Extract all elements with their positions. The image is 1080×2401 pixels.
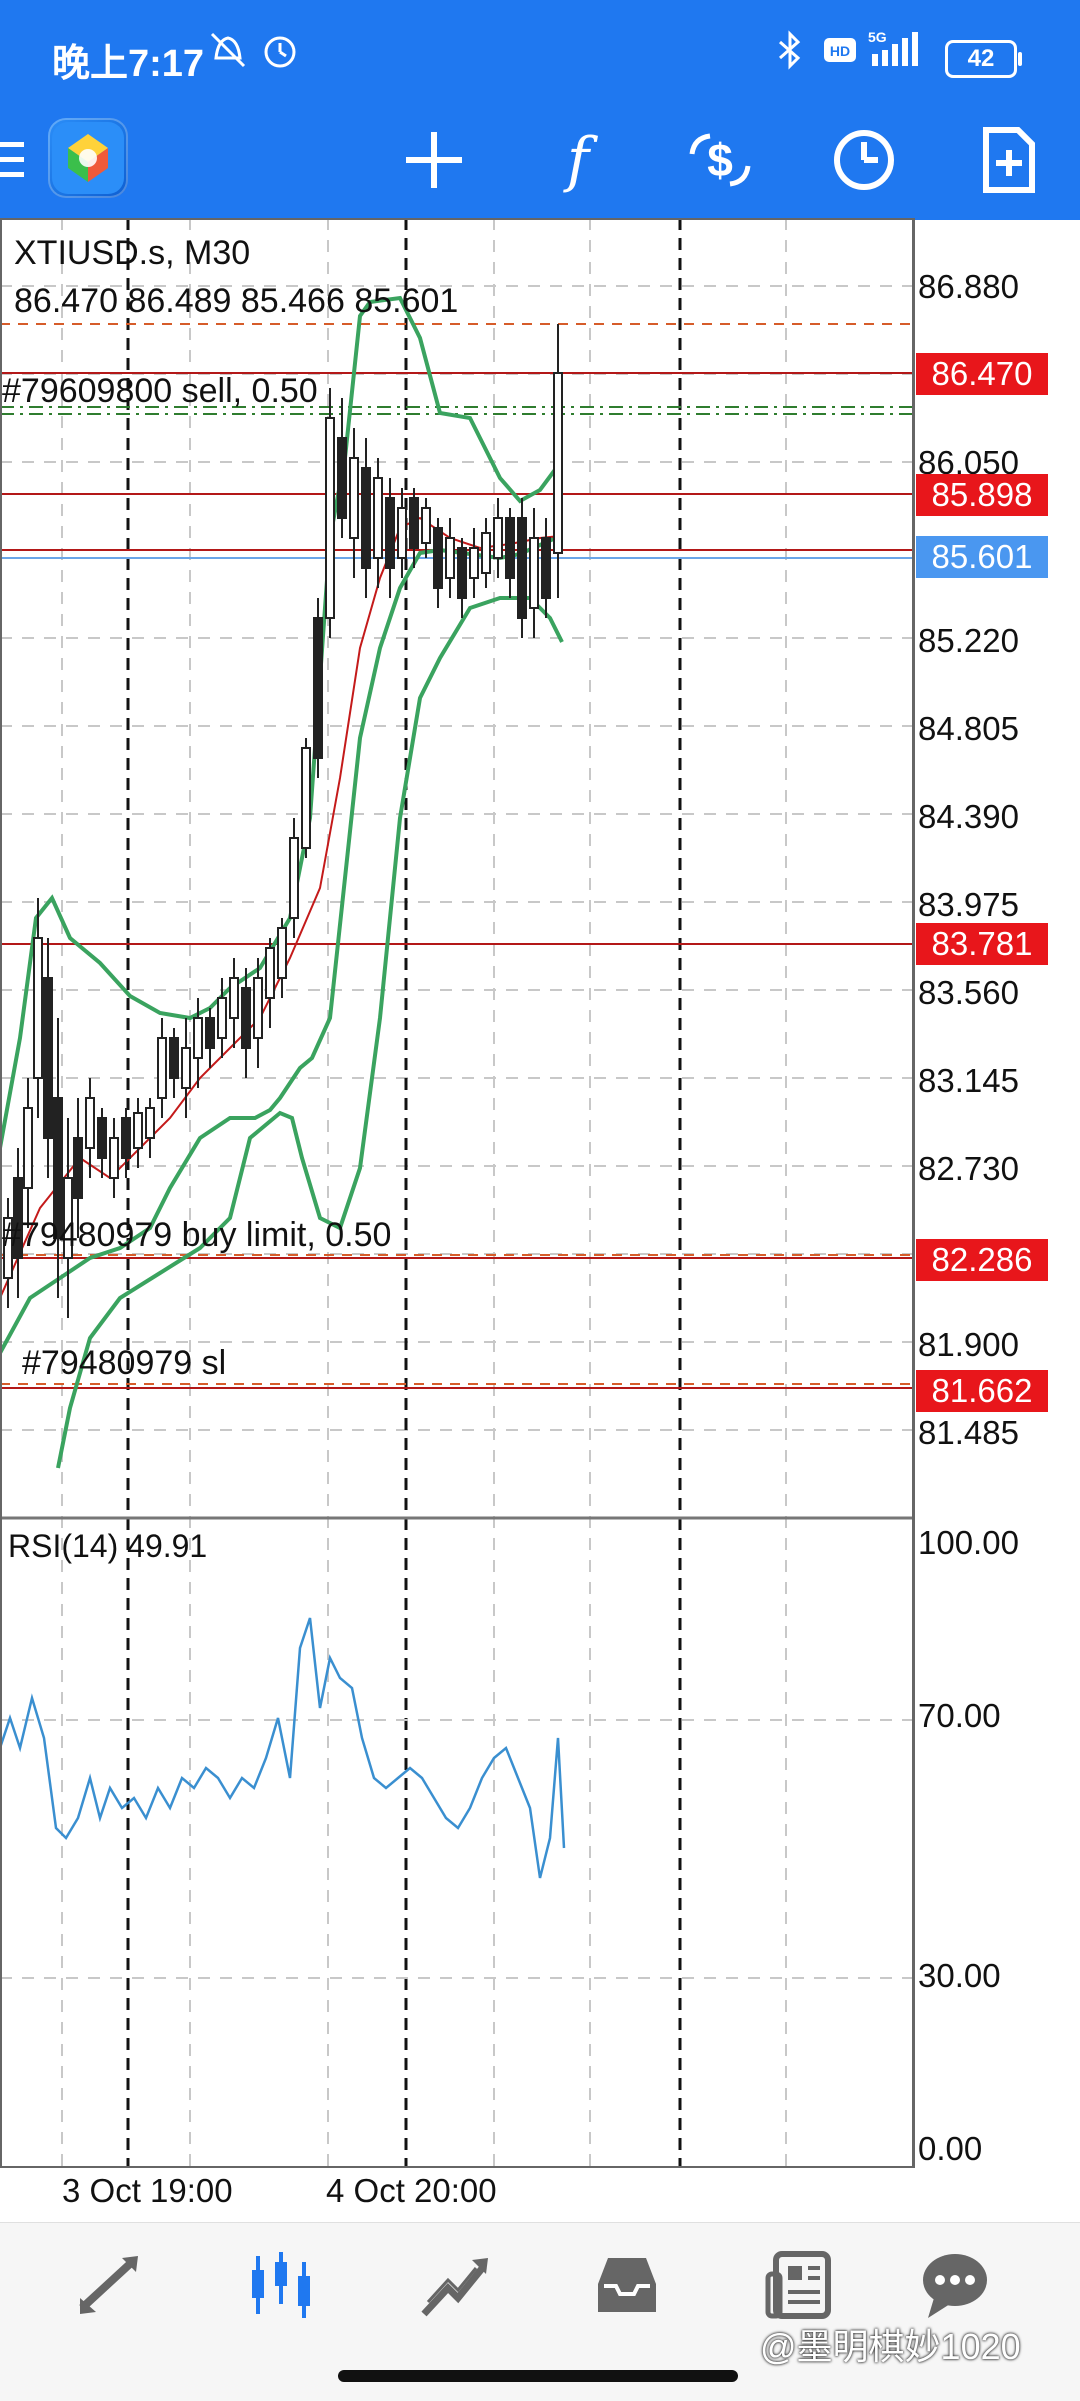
home-indicator[interactable]: [338, 2370, 738, 2382]
trade-icon[interactable]: [418, 2248, 492, 2322]
buy-limit-order-label[interactable]: #79480979 buy limit, 0.50: [2, 1216, 392, 1254]
top-toolbar: [0, 112, 1080, 220]
price-axis-label: 83.145: [918, 1062, 1019, 1099]
price-axis-label: 81.485: [918, 1414, 1019, 1451]
price-tag-sell: 86.470: [916, 353, 1048, 395]
price-tag-current: 85.601: [916, 536, 1048, 578]
symbol-title: XTIUSD.s, M30: [14, 234, 251, 272]
bluetooth-icon: [779, 30, 801, 70]
crosshair-icon[interactable]: [398, 124, 470, 196]
price-tag-order: 85.898: [916, 474, 1048, 516]
indicators-icon[interactable]: f: [542, 124, 614, 196]
rsi-axis-label: 70.00: [918, 1697, 1001, 1734]
status-time: 晚上7:17: [52, 43, 205, 85]
price-tag-level: 83.781: [916, 923, 1048, 965]
rsi-axis-label: 0.00: [918, 2130, 983, 2167]
timeframe-icon[interactable]: [828, 124, 900, 196]
chart-icon[interactable]: [244, 2248, 318, 2322]
quotes-icon[interactable]: [72, 2248, 146, 2322]
chat-icon[interactable]: [918, 2248, 992, 2322]
sell-order-label[interactable]: #79609800 sell, 0.50: [2, 372, 318, 410]
app-logo[interactable]: [48, 118, 128, 198]
svg-text:f: f: [563, 125, 599, 195]
price-tag-buy-limit: 82.286: [916, 1239, 1048, 1281]
battery-icon: 42: [945, 40, 1022, 78]
watermark: @墨明棋妙1020: [760, 2326, 1021, 2367]
price-axis-label: 86.880: [918, 268, 1019, 305]
news-icon[interactable]: [764, 2248, 838, 2322]
svg-text:$: $: [707, 134, 733, 186]
history-icon[interactable]: [590, 2248, 664, 2322]
svg-text:HD: HD: [830, 43, 850, 59]
trade-icon[interactable]: $: [684, 124, 756, 196]
status-bar: 晚上7:17 HD 5G 42: [0, 0, 1080, 112]
signal-icon: 5G: [868, 29, 918, 66]
chart-canvas[interactable]: [0, 218, 1080, 2168]
menu-icon[interactable]: [0, 136, 26, 184]
rsi-axis-label: 100.00: [918, 1524, 1019, 1561]
hd-icon: HD: [824, 38, 856, 62]
price-axis-label: 84.390: [918, 798, 1019, 835]
price-axis-label: 85.220: [918, 622, 1019, 659]
price-axis-label: 83.560: [918, 974, 1019, 1011]
stop-loss-label[interactable]: #79480979 sl: [22, 1344, 227, 1382]
rsi-title: RSI(14) 49.91: [8, 1528, 208, 1564]
svg-text:5G: 5G: [868, 29, 887, 45]
price-tag-sl: 81.662: [916, 1370, 1048, 1412]
price-axis-label: 82.730: [918, 1150, 1019, 1187]
rsi-axis-label: 30.00: [918, 1957, 1001, 1994]
time-axis-label: 4 Oct 20:00: [326, 2172, 497, 2209]
price-axis-label: 81.900: [918, 1326, 1019, 1363]
alarm-icon: [264, 36, 296, 68]
new-order-icon[interactable]: [972, 124, 1044, 196]
time-axis-label: 3 Oct 19:00: [62, 2172, 233, 2209]
ohlc-readout: 86.470 86.489 85.466 85.601: [14, 282, 459, 320]
price-axis-label: 84.805: [918, 710, 1019, 747]
dnd-off-icon: [210, 32, 246, 68]
price-axis-label: 83.975: [918, 886, 1019, 923]
